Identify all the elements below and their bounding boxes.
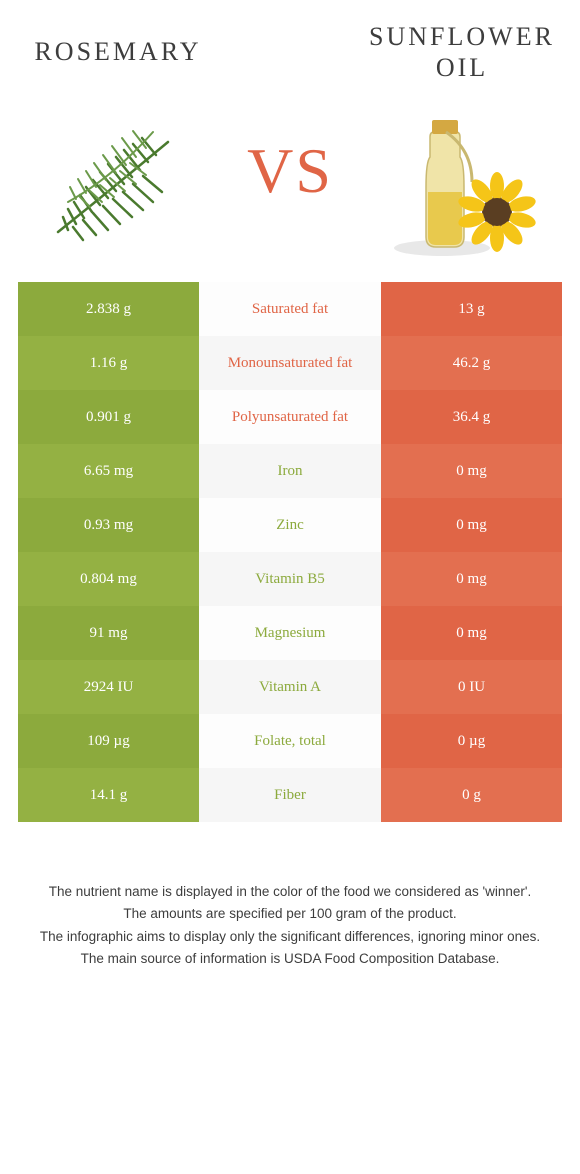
value-left: 0.901 g bbox=[18, 390, 199, 444]
value-left: 1.16 g bbox=[18, 336, 199, 390]
food-right-title: Sunflower oil bbox=[362, 20, 562, 84]
value-right: 0 IU bbox=[381, 660, 562, 714]
value-left: 109 µg bbox=[18, 714, 199, 768]
value-left: 14.1 g bbox=[18, 768, 199, 822]
comparison-header: Rosemary bbox=[18, 20, 562, 262]
footer-line: The nutrient name is displayed in the co… bbox=[28, 882, 552, 902]
value-left: 2924 IU bbox=[18, 660, 199, 714]
table-row: 14.1 gFiber0 g bbox=[18, 768, 562, 822]
value-right: 0 mg bbox=[381, 552, 562, 606]
nutrient-label: Zinc bbox=[199, 498, 381, 552]
footer-line: The infographic aims to display only the… bbox=[28, 927, 552, 947]
nutrient-label: Polyunsaturated fat bbox=[199, 390, 381, 444]
nutrient-label: Folate, total bbox=[199, 714, 381, 768]
value-left: 0.93 mg bbox=[18, 498, 199, 552]
value-left: 91 mg bbox=[18, 606, 199, 660]
table-row: 109 µgFolate, total0 µg bbox=[18, 714, 562, 768]
rosemary-icon bbox=[38, 102, 198, 262]
table-row: 91 mgMagnesium0 mg bbox=[18, 606, 562, 660]
nutrient-label: Vitamin B5 bbox=[199, 552, 381, 606]
footer-line: The amounts are specified per 100 gram o… bbox=[28, 904, 552, 924]
food-right-block: Sunflower oil bbox=[362, 20, 562, 262]
infographic-container: Rosemary bbox=[0, 0, 580, 991]
value-right: 0 mg bbox=[381, 444, 562, 498]
value-right: 46.2 g bbox=[381, 336, 562, 390]
footer-line: The main source of information is USDA F… bbox=[28, 949, 552, 969]
nutrient-label: Vitamin A bbox=[199, 660, 381, 714]
nutrient-label: Fiber bbox=[199, 768, 381, 822]
value-right: 0 g bbox=[381, 768, 562, 822]
nutrient-label: Magnesium bbox=[199, 606, 381, 660]
value-left: 2.838 g bbox=[18, 282, 199, 336]
comparison-table: 2.838 gSaturated fat13 g1.16 gMonounsatu… bbox=[18, 282, 562, 822]
value-left: 0.804 mg bbox=[18, 552, 199, 606]
sunflower-oil-icon bbox=[382, 102, 542, 262]
value-right: 0 mg bbox=[381, 606, 562, 660]
value-right: 13 g bbox=[381, 282, 562, 336]
table-row: 2924 IUVitamin A0 IU bbox=[18, 660, 562, 714]
value-right: 36.4 g bbox=[381, 390, 562, 444]
nutrient-label: Saturated fat bbox=[199, 282, 381, 336]
value-right: 0 mg bbox=[381, 498, 562, 552]
nutrient-label: Monounsaturated fat bbox=[199, 336, 381, 390]
nutrient-label: Iron bbox=[199, 444, 381, 498]
value-right: 0 µg bbox=[381, 714, 562, 768]
value-left: 6.65 mg bbox=[18, 444, 199, 498]
food-left-title: Rosemary bbox=[34, 20, 201, 84]
food-left-block: Rosemary bbox=[18, 20, 218, 262]
vs-label: VS bbox=[247, 134, 333, 208]
table-row: 0.93 mgZinc0 mg bbox=[18, 498, 562, 552]
table-row: 1.16 gMonounsaturated fat46.2 g bbox=[18, 336, 562, 390]
table-row: 0.901 gPolyunsaturated fat36.4 g bbox=[18, 390, 562, 444]
table-row: 6.65 mgIron0 mg bbox=[18, 444, 562, 498]
table-row: 2.838 gSaturated fat13 g bbox=[18, 282, 562, 336]
footer-notes: The nutrient name is displayed in the co… bbox=[18, 882, 562, 969]
table-row: 0.804 mgVitamin B50 mg bbox=[18, 552, 562, 606]
